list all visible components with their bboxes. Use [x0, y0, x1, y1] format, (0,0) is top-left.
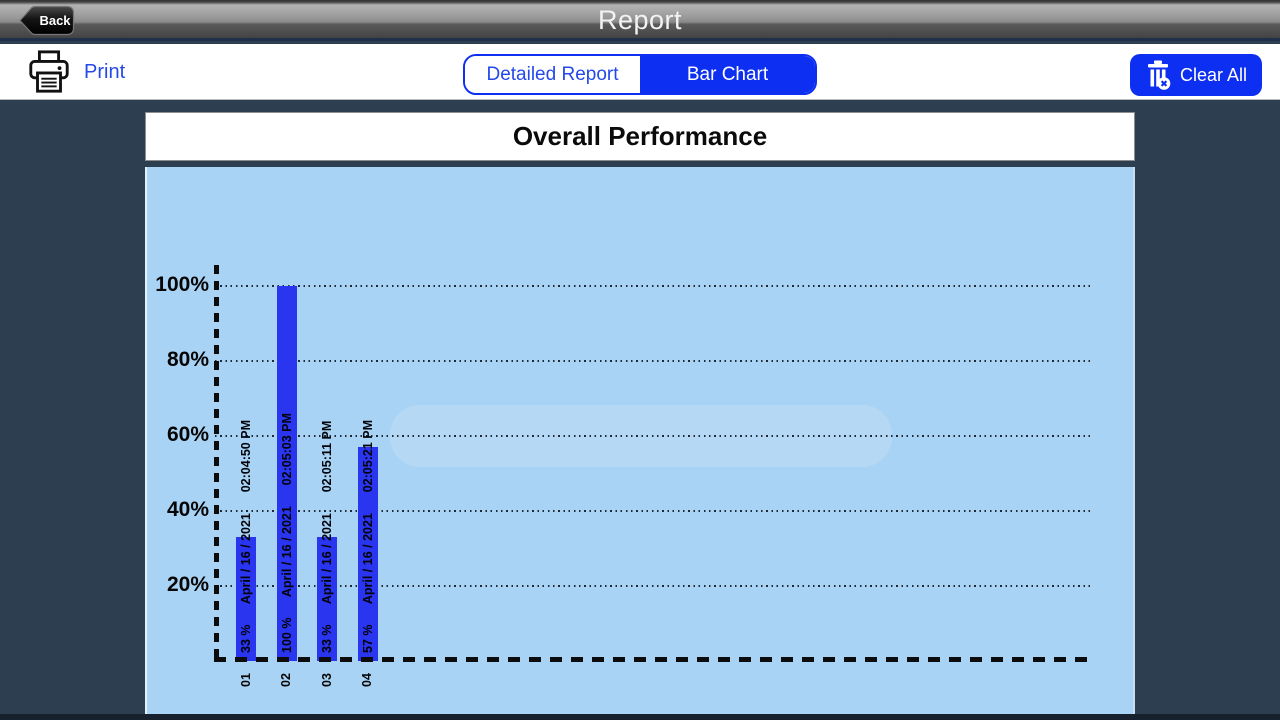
printer-icon: [29, 50, 69, 93]
gridline: [215, 435, 1092, 437]
toolbar: Print Detailed Report Bar Chart Clear Al…: [0, 44, 1280, 100]
print-button[interactable]: Print: [26, 50, 125, 94]
x-tick-label: 04: [360, 673, 374, 687]
bar-chart: 100% 80% 60% 40% 20% 33 % April / 16 / 2021 0…: [145, 167, 1135, 715]
y-tick-label: 80%: [166, 348, 209, 371]
x-tick-label: 01: [238, 673, 253, 687]
bar: [276, 286, 297, 661]
trash-delete-icon: [1147, 60, 1171, 90]
gridline: [215, 585, 1092, 587]
report-mode-segmented-control: Detailed Report Bar Chart: [463, 54, 817, 95]
x-tick-label: 03: [319, 673, 334, 687]
bar-value-label: 33 % April / 16 / 2021 02:04:50 PM: [239, 420, 253, 653]
bar: [357, 447, 378, 661]
gridline: [215, 360, 1092, 362]
bar: [317, 537, 337, 661]
page-title: Report: [597, 5, 683, 35]
bottom-edge: [0, 714, 1280, 720]
y-tick-label: 40%: [166, 498, 209, 521]
back-button[interactable]: Back: [18, 5, 75, 36]
gridline: [215, 285, 1092, 287]
bar-value-label: 57 % April / 16 / 2021 02:05:21 PM: [360, 420, 375, 653]
bar-value-label: 33 % April / 16 / 2021 02:05:11 PM: [320, 420, 334, 653]
back-arrow-icon: [19, 5, 75, 36]
bar: [236, 537, 256, 661]
tab-bar-chart[interactable]: Bar Chart: [640, 56, 815, 93]
x-tick-label: 02: [279, 673, 293, 687]
back-button-label: Back: [39, 13, 71, 28]
y-tick-label: 60%: [166, 423, 209, 446]
gridline: [215, 510, 1092, 512]
title-bar: Report Back: [0, 0, 1280, 41]
clear-all-button-label: Clear All: [1179, 64, 1248, 85]
print-button-label: Print: [84, 60, 126, 83]
y-axis-line: [214, 265, 219, 662]
y-tick-label: 100%: [155, 273, 209, 296]
clear-all-button[interactable]: Clear All: [1130, 54, 1262, 96]
tab-detailed-report[interactable]: Detailed Report: [465, 56, 640, 93]
report-title: Overall Performance: [145, 112, 1135, 161]
x-axis-line: [214, 657, 1094, 662]
bar-value-label: 100 % April / 16 / 2021 02:05:03 PM: [279, 413, 294, 653]
y-tick-label: 20%: [166, 573, 209, 596]
